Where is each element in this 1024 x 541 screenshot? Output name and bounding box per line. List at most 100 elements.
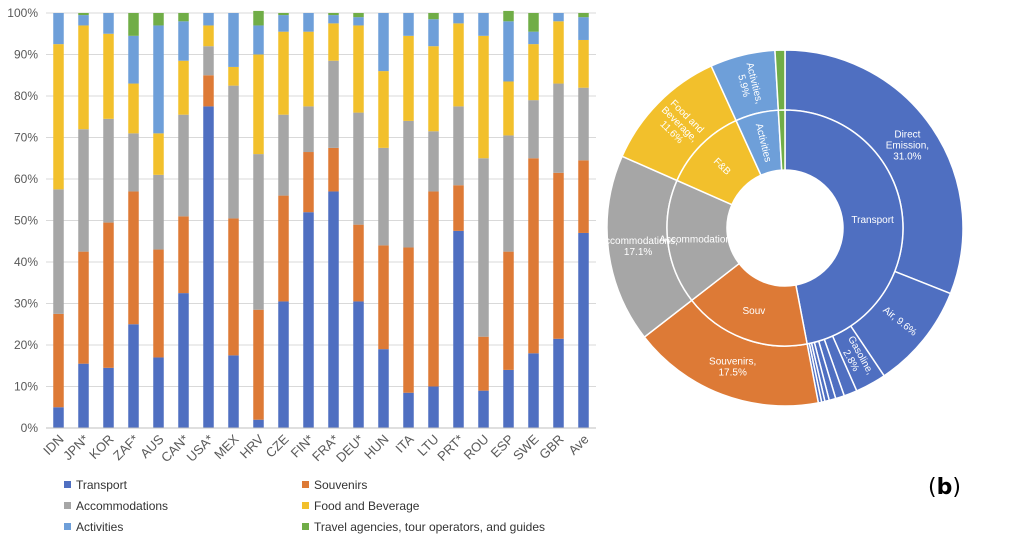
bar-segment-activities (428, 19, 439, 47)
bar-segment-souvenirs (453, 185, 464, 231)
bar-segment-travel-agencies-tour-operators-and-guides (503, 10, 514, 22)
bar-segment-accommodations (353, 112, 364, 225)
bar-segment-food-and-beverage (378, 71, 389, 148)
bar-y-axis: 0% 10% 20% 30% 40% 50% 60% 70% 80% 90% 100% (7, 6, 38, 435)
bar-segment-transport (278, 301, 289, 428)
x-tick-label: DEU* (333, 432, 367, 466)
bar-segment-souvenirs (353, 224, 364, 302)
bar-segment-transport (578, 232, 589, 428)
x-tick-label: KOR (86, 432, 117, 463)
bar-segment-transport (78, 363, 89, 428)
sunburst-outer-slice-label: Souvenirs, 17.5% (709, 356, 756, 378)
bar-segment-accommodations (528, 100, 539, 159)
y-tick-label: 40% (14, 255, 38, 269)
bar-segment-food-and-beverage (428, 46, 439, 132)
bar-segment-food-and-beverage (503, 81, 514, 136)
bar-segment-food-and-beverage (178, 60, 189, 115)
bar-segment-transport (553, 338, 564, 428)
bar-segment-activities (228, 13, 239, 67)
bar-segment-activities (78, 15, 89, 26)
bar-segment-souvenirs (553, 172, 564, 339)
panel-label-open: ( (928, 475, 937, 500)
bar-segment-accommodations (228, 85, 239, 219)
x-tick-label: GBR (536, 432, 567, 463)
bar-segment-souvenirs (253, 309, 264, 420)
bar-segment-transport (203, 106, 214, 428)
bar-segment-transport (103, 367, 114, 428)
sunburst-inner-slice-label: Accommodations (659, 234, 736, 245)
bar-segment-food-and-beverage (478, 35, 489, 159)
y-tick-label: 70% (14, 131, 38, 145)
legend-label: Transport (76, 478, 127, 492)
bar-segment-souvenirs (328, 147, 339, 192)
bar-segment-souvenirs (153, 249, 164, 358)
stacked-bar-chart: 0% 10% 20% 30% 40% 50% 60% 70% 80% 90% 100% IDNJPN… (7, 6, 596, 466)
bar-segment-food-and-beverage (553, 21, 564, 84)
sunburst-outer-slice-label-line: 17.5% (719, 367, 747, 378)
bar-segment-souvenirs (478, 336, 489, 391)
bar-segment-activities (253, 25, 264, 55)
bar-segment-transport (378, 349, 389, 428)
bar-segment-travel-agencies-tour-operators-and-guides (128, 13, 139, 36)
sunburst-inner-slice-label-line: Souv (742, 306, 765, 317)
bar-segment-food-and-beverage (253, 54, 264, 155)
bar-segment-travel-agencies-tour-operators-and-guides (578, 13, 589, 18)
sunburst-inner-slice-label-line: Accommodations (659, 234, 736, 245)
x-tick-label: ITA (392, 431, 416, 455)
bar-segment-souvenirs (428, 191, 439, 387)
bar-segment-transport (253, 419, 264, 428)
bar-segment-food-and-beverage (278, 31, 289, 115)
bar-segment-souvenirs (78, 251, 89, 364)
y-tick-label: 30% (14, 297, 38, 311)
bar-segment-transport (353, 301, 364, 428)
sunburst-outer-slice-label-line: 31.0% (893, 151, 921, 162)
y-tick-label: 90% (14, 48, 38, 62)
panel-label: (b) (928, 475, 961, 500)
sunburst-chart: Direct Emission, 31.0%Air, 9.6%Gasoline,2.… (600, 49, 964, 407)
bar-segment-travel-agencies-tour-operators-and-guides (428, 13, 439, 20)
bar-segment-activities (453, 13, 464, 24)
bar-segment-transport (428, 386, 439, 428)
x-tick-label: SWE (510, 431, 542, 463)
legend-swatch (302, 502, 309, 509)
bar-segment-souvenirs (128, 191, 139, 325)
bar-segment-souvenirs (103, 222, 114, 368)
sunburst-inner-slice (784, 109, 904, 345)
bar-segment-souvenirs (53, 313, 64, 408)
bar-segment-transport (128, 324, 139, 428)
bar-segment-travel-agencies-tour-operators-and-guides (253, 10, 264, 26)
y-tick-label: 20% (14, 338, 38, 352)
bar-segment-activities (103, 13, 114, 34)
sunburst-outer-slice-label-line: Emission, (886, 140, 929, 151)
x-tick-label: ESP (488, 432, 517, 461)
legend-item: Transport (64, 478, 127, 492)
bar-segment-transport (53, 407, 64, 428)
x-tick-label: CZE (263, 431, 292, 460)
legend-item: Activities (64, 520, 123, 534)
bar-segment-accommodations (128, 133, 139, 192)
sunburst-inner-slice (777, 109, 786, 171)
bar-segment-accommodations (578, 87, 589, 161)
x-tick-label: ZAF* (110, 432, 142, 464)
panel-label-close: ) (952, 475, 961, 500)
legend-swatch (64, 502, 71, 509)
bar-segment-activities (153, 25, 164, 134)
bar-segment-transport (153, 357, 164, 428)
bar-segment-accommodations (53, 189, 64, 314)
bar-segment-transport (478, 390, 489, 428)
y-tick-label: 80% (14, 89, 38, 103)
sunburst-inner-slice (666, 179, 741, 302)
bar-segment-accommodations (453, 106, 464, 186)
bar-segment-accommodations (303, 106, 314, 153)
bar-segment-accommodations (553, 83, 564, 173)
bar-segment-activities (203, 13, 214, 26)
x-tick-label: JPN* (60, 432, 92, 464)
bar-segment-accommodations (103, 118, 114, 223)
sunburst-inner-slice-label: Transport (851, 215, 894, 226)
y-tick-label: 10% (14, 380, 38, 394)
sunburst-outer-ring (606, 49, 964, 407)
x-tick-label: CAN* (158, 432, 192, 466)
bar-segment-transport (453, 230, 464, 428)
bar-segment-souvenirs (503, 251, 514, 370)
bar-segment-activities (378, 13, 389, 72)
